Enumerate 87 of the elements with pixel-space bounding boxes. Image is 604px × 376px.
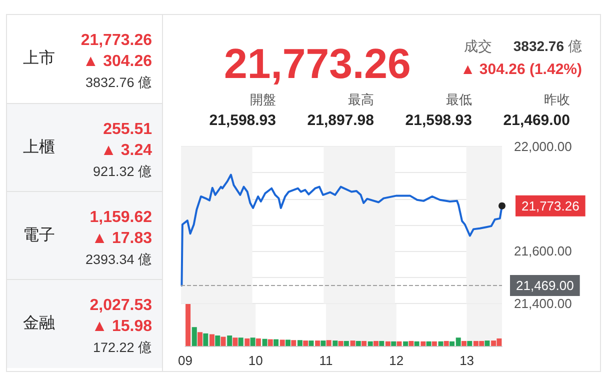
y-tick-label: 22,000.00 <box>514 139 572 154</box>
bar <box>326 340 332 346</box>
text: ▲ 304.26 (1.42%) <box>460 61 582 78</box>
x-tick-label: 13 <box>460 353 474 368</box>
bar <box>356 340 361 346</box>
bar <box>215 336 220 346</box>
text: 21,598.93 <box>209 112 276 129</box>
bar <box>286 340 291 346</box>
bar <box>461 340 466 346</box>
y-tick-label: 21,400.00 <box>514 296 572 311</box>
text: 21,773.26 <box>80 32 152 49</box>
bar <box>467 340 472 346</box>
text: 21,773.26 <box>224 40 411 87</box>
bar <box>232 338 238 346</box>
bar <box>274 339 279 346</box>
bar <box>332 340 338 346</box>
bar <box>408 340 414 346</box>
bar <box>291 340 296 346</box>
text: ▲ 17.83 <box>92 230 152 247</box>
text: 921.32 億 <box>92 164 152 179</box>
bar <box>420 341 426 346</box>
text: 21,897.98 <box>307 112 374 129</box>
bar <box>414 341 420 346</box>
bar <box>250 338 256 346</box>
bar <box>244 338 250 346</box>
bar <box>280 340 285 346</box>
text: 2393.34 億 <box>85 252 152 267</box>
bar <box>262 338 268 346</box>
text: ▲ 304.26 <box>82 53 152 70</box>
bar <box>303 340 308 346</box>
text: 2,027.53 <box>90 297 152 314</box>
text: 上櫃 <box>23 139 55 156</box>
text: 開盤 <box>250 92 276 107</box>
bar <box>209 334 214 346</box>
ref-line-label: 21,469.00 <box>516 278 574 293</box>
annotation: 21,773.26 <box>522 198 580 214</box>
y-tick-label: 21,600.00 <box>514 244 572 259</box>
text: 成交 <box>464 38 492 54</box>
bar <box>192 327 197 346</box>
bar <box>484 340 490 346</box>
x-tick-label: 10 <box>248 353 263 368</box>
bar <box>438 341 444 346</box>
bar <box>379 340 384 346</box>
text: 21,598.93 <box>405 112 472 129</box>
bar <box>198 332 203 346</box>
text: 172.22 億 <box>92 340 152 355</box>
bar <box>338 340 344 346</box>
x-tick-label: 09 <box>178 353 192 368</box>
text: 最高 <box>348 92 374 107</box>
bar <box>186 304 191 346</box>
bar <box>297 340 302 346</box>
bar <box>391 341 396 346</box>
bar <box>385 341 390 346</box>
bar <box>227 336 232 346</box>
bar <box>344 340 349 346</box>
bar <box>396 341 402 346</box>
text: 億 <box>568 38 582 54</box>
bar <box>320 340 326 346</box>
bar <box>373 340 378 346</box>
text: ▲ 3.24 <box>100 142 152 159</box>
bar <box>368 341 373 346</box>
bar <box>268 339 273 346</box>
text: 1,159.62 <box>90 209 152 226</box>
bar <box>203 333 208 346</box>
bar <box>238 338 244 346</box>
bar <box>220 336 226 346</box>
x-tick-label: 12 <box>389 353 404 368</box>
text: 21,469.00 <box>503 112 570 129</box>
bar <box>315 340 320 346</box>
bar <box>308 340 314 346</box>
text: 255.51 <box>103 121 152 138</box>
text: 上市 <box>23 50 55 67</box>
bar <box>432 341 437 346</box>
bar <box>362 340 367 346</box>
bar <box>256 338 261 346</box>
text: 電子 <box>23 227 55 244</box>
bar <box>350 340 356 346</box>
text: 3832.76 <box>513 38 564 54</box>
bar <box>403 341 408 346</box>
text: 3832.76 億 <box>85 75 152 90</box>
text: 金融 <box>23 315 55 332</box>
bar <box>426 341 432 346</box>
text: 最低 <box>446 92 472 107</box>
text: 昨收 <box>544 92 570 107</box>
bar <box>444 340 449 346</box>
x-tick-label: 11 <box>319 353 333 368</box>
text: ▲ 15.98 <box>92 318 152 335</box>
